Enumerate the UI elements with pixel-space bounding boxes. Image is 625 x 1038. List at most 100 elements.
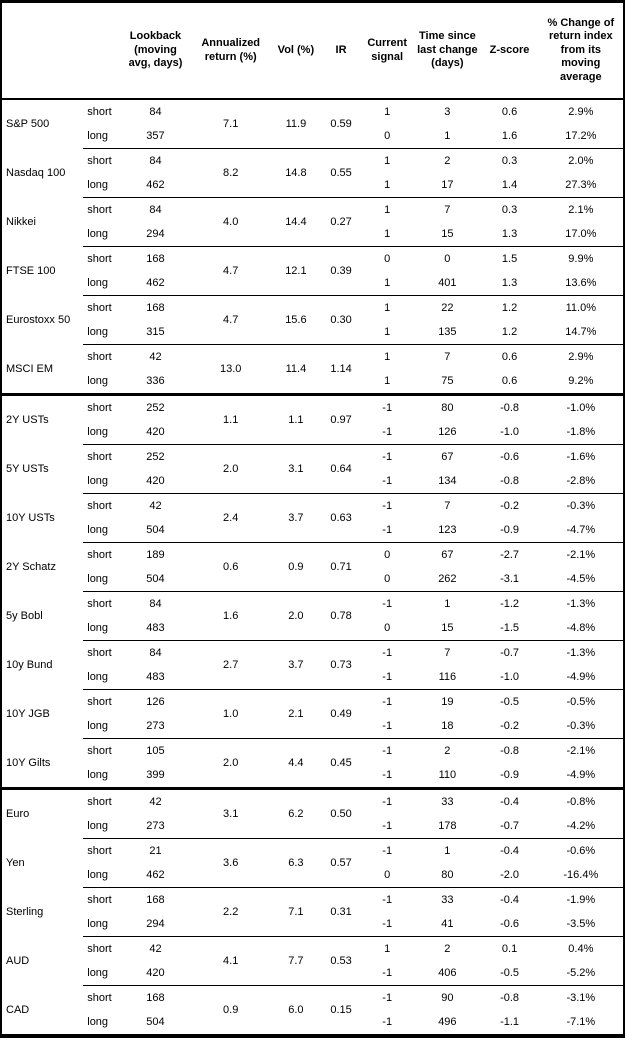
vol-cell: 11.9	[285, 118, 307, 130]
asset-name: 2Y USTs	[1, 393, 84, 445]
annualized-return-cell: 1.0	[191, 689, 270, 739]
signal-cell: -1	[382, 820, 393, 832]
asset-name: S&P 500	[6, 118, 50, 131]
asset-row-long: long 483 0 15 -1.5 -4.8%	[1, 616, 624, 641]
signal-cell: -1	[360, 738, 415, 763]
asset-name: 2Y Schatz	[6, 561, 56, 573]
horizon-label: short	[83, 393, 120, 420]
z-score-cell: -0.6	[480, 444, 539, 469]
asset-name: 10Y JGB	[6, 708, 50, 720]
horizon-label: short	[83, 738, 120, 763]
vol-cell: 3.7	[269, 640, 322, 690]
asset-row-long: long 483 -1 116 -1.0 -4.9%	[1, 665, 624, 690]
lookback-cell: 84	[119, 640, 192, 665]
signal-cell: -1	[360, 640, 415, 665]
header-z-score: Z-score	[480, 1, 539, 100]
lookback-cell: 504	[146, 524, 165, 536]
z-score-cell: -0.8	[480, 393, 539, 420]
time-since-cell: 1	[414, 591, 481, 616]
time-since-cell: 401	[438, 277, 457, 289]
horizon-label: long	[87, 130, 109, 142]
asset-row-short: 2Y Schatz short 189 0.6 0.9 0.71 0 67 -2.7 -2.1%	[1, 542, 624, 592]
signal-cell: 1	[384, 106, 391, 118]
pct-change-cell: 9.2%	[568, 375, 594, 387]
z-score-cell: -0.5	[500, 967, 520, 979]
vol-cell: 14.8	[269, 148, 322, 198]
signal-cell: -1	[382, 918, 393, 930]
signal-cell: 1	[384, 179, 391, 191]
pct-change-cell: 2.9%	[538, 344, 624, 369]
lookback-cell: 168	[119, 295, 192, 320]
annualized-return-cell: 1.1	[191, 393, 270, 445]
horizon-label: short	[83, 640, 120, 665]
lookback-cell: 273	[146, 820, 165, 832]
annualized-return-cell: 4.7	[191, 246, 270, 296]
vol-cell: 7.7	[269, 936, 322, 986]
lookback-cell: 42	[119, 936, 192, 961]
signal-cell: -1	[382, 426, 393, 438]
signal-cell: -1	[360, 787, 415, 814]
asset-row-long: long 462 1 401 1.3 13.6%	[1, 271, 624, 296]
time-since-cell: 33	[414, 787, 481, 814]
ir-cell: 0.45	[321, 738, 361, 789]
ir-cell: 0.31	[321, 887, 361, 937]
pct-change-cell: -4.2%	[566, 820, 596, 832]
horizon-label: short	[83, 246, 120, 271]
vol-cell: 15.6	[269, 295, 322, 345]
time-since-cell: 178	[438, 820, 457, 832]
signal-cell: -1	[382, 671, 393, 683]
time-since-cell: 33	[414, 887, 481, 912]
horizon-label: long	[87, 720, 109, 732]
z-score-cell: 0.6	[501, 106, 518, 118]
z-score-cell: -2.7	[480, 542, 539, 567]
vol-cell: 3.7	[269, 493, 322, 543]
pct-change-cell: -0.3%	[566, 720, 596, 732]
horizon-label: short	[83, 787, 120, 814]
time-since-cell: 90	[414, 985, 481, 1010]
asset-row-long: long 273 -1 178 -0.7 -4.2%	[1, 814, 624, 839]
pct-change-cell: -1.0%	[538, 393, 624, 420]
signal-cell: 1	[360, 148, 415, 173]
time-since-cell: 15	[441, 228, 454, 240]
pct-change-cell: -2.1%	[538, 738, 624, 763]
asset-row-short: MSCI EM short 42 13.0 11.4 1.14 1 7 0.6 2.9%	[1, 344, 624, 395]
time-since-cell: 126	[438, 426, 457, 438]
signal-cell: 0	[384, 869, 391, 881]
annualized-return-cell: 1.6	[191, 591, 270, 641]
asset-row-long: long 294 1 15 1.3 17.0%	[1, 222, 624, 247]
horizon-label: long	[87, 475, 109, 487]
lookback-cell: 126	[119, 689, 192, 714]
lookback-cell: 84	[119, 148, 192, 173]
lookback-cell: 84	[119, 197, 192, 222]
annualized-return-cell: 2.2	[191, 887, 270, 937]
annualized-return-cell: 0.9	[191, 985, 270, 1036]
horizon-label: long	[87, 622, 109, 634]
signal-cell: -1	[360, 493, 415, 518]
annualized-return-cell: 4.7	[191, 295, 270, 345]
header-ir: IR	[321, 1, 361, 100]
lookback-cell: 42	[119, 344, 192, 369]
asset-row-short: Eurostoxx 50 short 168 4.7 15.6 0.30 1 22 1.2 11.…	[1, 295, 624, 345]
asset-row-short: 10y Bund short 84 2.7 3.7 0.73 -1 7 -0.7 -1.3%	[1, 640, 624, 690]
time-since-cell: 7	[414, 640, 481, 665]
asset-name: 5Y USTs	[6, 463, 49, 475]
z-score-cell: -0.5	[480, 689, 539, 714]
z-score-cell: 1.3	[501, 277, 518, 289]
pct-change-cell: -3.1%	[538, 985, 624, 1010]
ir-cell: 0.57	[321, 838, 361, 888]
time-since-cell: 262	[438, 573, 457, 585]
z-score-cell: 1.2	[480, 295, 539, 320]
lookback-cell: 105	[119, 738, 192, 763]
time-since-cell: 123	[438, 524, 457, 536]
time-since-cell: 67	[414, 444, 481, 469]
annualized-return-cell: 2.0	[191, 738, 270, 789]
header-current-signal: Current signal	[360, 1, 415, 100]
pct-change-cell: 2.1%	[538, 197, 624, 222]
z-score-cell: -0.8	[480, 985, 539, 1010]
signal-cell: 0	[384, 130, 391, 142]
pct-change-cell: -0.6%	[538, 838, 624, 863]
pct-change-cell: -7.1%	[566, 1016, 596, 1028]
ir-cell: 0.63	[321, 493, 361, 543]
lookback-cell: 42	[119, 493, 192, 518]
horizon-label: short	[83, 887, 120, 912]
